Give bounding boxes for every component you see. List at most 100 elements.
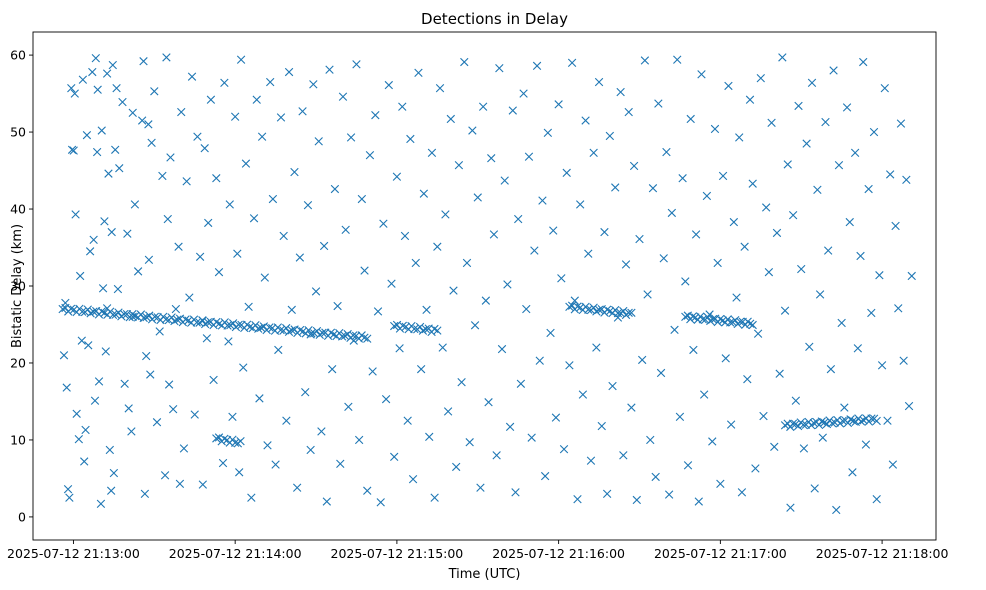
data-point-marker [662, 147, 671, 157]
data-point-marker [74, 434, 84, 444]
data-point-marker [164, 380, 174, 389]
data-point-marker [379, 219, 388, 228]
data-point-marker [203, 318, 213, 327]
data-point-marker [306, 445, 315, 455]
data-point-marker [256, 323, 266, 332]
data-point-marker [252, 95, 261, 104]
data-point-marker [753, 329, 763, 338]
data-point-marker [820, 418, 829, 427]
data-point-marker [94, 377, 104, 386]
data-point-marker [185, 293, 194, 302]
data-point-marker [497, 344, 507, 354]
data-point-marker [729, 217, 739, 227]
data-point-marker [155, 327, 164, 336]
data-point-marker [395, 344, 404, 353]
data-point-marker [168, 404, 178, 414]
data-point-marker [249, 214, 259, 223]
data-point-marker [827, 418, 837, 428]
data-point-marker [592, 343, 601, 352]
data-point-marker [703, 313, 712, 322]
data-point-marker [244, 302, 253, 311]
y-tick-label: 60 [10, 48, 26, 63]
data-point-marker [770, 442, 779, 452]
data-point-marker [192, 318, 201, 327]
data-point-marker [65, 493, 74, 502]
data-point-marker [360, 333, 369, 342]
data-point-marker [651, 472, 660, 482]
data-point-marker [885, 170, 895, 179]
data-point-marker [764, 267, 774, 277]
data-point-marker [82, 130, 92, 140]
data-point-marker [376, 498, 385, 507]
data-point-marker [532, 61, 542, 71]
data-point-marker [861, 440, 871, 449]
data-point-marker [160, 471, 170, 480]
data-point-marker [119, 310, 129, 319]
data-point-marker [809, 418, 819, 428]
data-point-marker [225, 200, 234, 209]
data-point-marker [349, 331, 358, 340]
data-point-marker [411, 258, 420, 268]
data-point-marker [457, 378, 466, 387]
data-point-marker [487, 154, 496, 163]
data-point-marker [177, 107, 186, 117]
data-point-marker [698, 315, 707, 324]
data-point-marker [716, 314, 725, 324]
data-point-marker [91, 53, 100, 63]
data-point-marker [640, 56, 650, 65]
data-point-marker [840, 403, 849, 412]
data-point-marker [775, 369, 784, 378]
data-point-marker [511, 488, 520, 497]
y-tick-label: 30 [10, 279, 26, 294]
data-point-marker [144, 255, 154, 265]
data-point-marker [600, 227, 609, 237]
data-point-marker [573, 495, 582, 504]
data-point-marker [336, 459, 345, 468]
y-tick-label: 0 [18, 509, 26, 524]
data-point-marker [460, 57, 469, 67]
data-point-marker [492, 451, 501, 460]
data-point-marker [406, 134, 415, 144]
data-point-marker [573, 302, 582, 311]
data-point-marker [150, 87, 159, 96]
data-point-marker [848, 468, 857, 477]
data-point-marker [594, 305, 604, 314]
data-point-marker [673, 55, 682, 64]
data-point-marker [883, 416, 892, 425]
data-point-marker [163, 214, 172, 224]
data-point-marker [363, 486, 372, 495]
data-point-marker [594, 77, 604, 87]
data-point-marker [791, 396, 801, 405]
data-point-marker [330, 184, 340, 194]
data-point-marker [309, 80, 318, 89]
y-tick-label: 10 [10, 432, 26, 447]
data-point-marker [102, 69, 112, 78]
data-point-marker [255, 394, 264, 403]
data-point-marker [853, 344, 863, 353]
data-point-marker [783, 160, 792, 169]
data-point-marker [337, 332, 347, 341]
data-point-marker [265, 323, 274, 332]
data-point-marker [175, 479, 185, 489]
data-point-marker [867, 414, 876, 423]
data-point-marker [613, 309, 623, 318]
data-point-marker [247, 493, 256, 502]
data-point-marker [856, 417, 866, 426]
data-point-marker [241, 159, 251, 168]
x-tick-label: 2025-07-12 21:16:00 [492, 546, 625, 561]
x-tick-label: 2025-07-12 21:14:00 [169, 546, 302, 561]
data-point-marker [807, 78, 817, 87]
data-point-marker [93, 85, 102, 94]
data-point-marker [115, 164, 124, 173]
data-point-marker [484, 398, 493, 407]
data-point-marker [58, 304, 67, 314]
data-point-marker [161, 315, 171, 324]
data-point-marker [419, 189, 429, 198]
data-point-marker [352, 60, 361, 69]
data-point-marker [198, 480, 208, 489]
data-point-marker [619, 451, 628, 460]
y-axis-label: Bistatic Delay (km) [10, 224, 25, 348]
data-point-marker [328, 364, 337, 374]
data-point-marker [904, 401, 914, 411]
data-point-marker [425, 432, 434, 442]
